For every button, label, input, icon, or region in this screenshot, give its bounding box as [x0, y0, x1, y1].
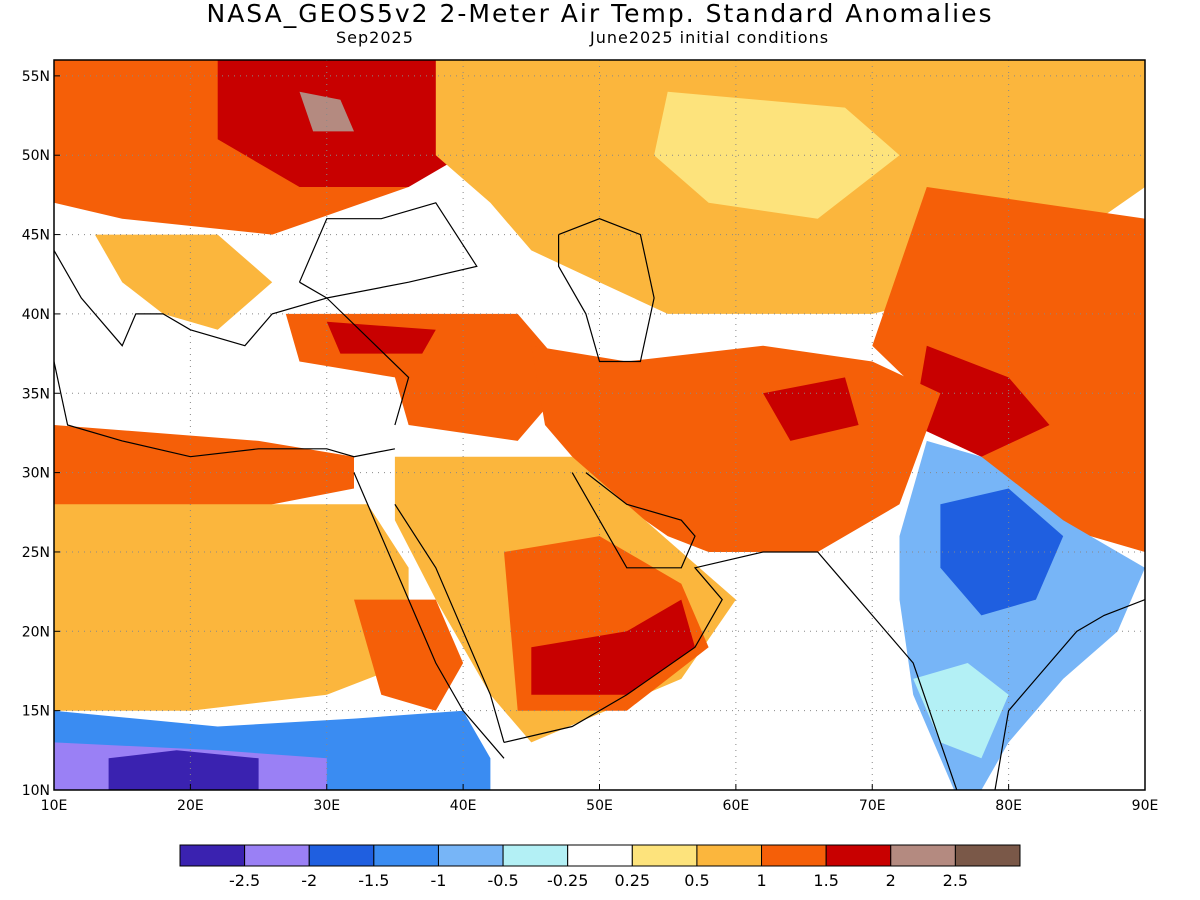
colorbar-swatch: [631, 844, 698, 867]
anomaly-field: [54, 60, 1145, 790]
region-eastern-europe-core: [217, 60, 491, 187]
colorbar-label: 1.5: [813, 871, 838, 890]
region-sahel-core: [108, 750, 259, 790]
region-sudan-east: [354, 599, 464, 711]
colorbar-label: 2: [886, 871, 896, 890]
colorbar-swatch: [567, 844, 633, 867]
coastline-black-sea: [298, 202, 478, 299]
colorbar-swatch: [696, 844, 763, 867]
colorbar: -2.5 -2 -1.5 -1 -0.5 -0.25 0.25 0.5 1 1.5 2 2.5: [179, 844, 1021, 890]
region-himalaya-core: [913, 345, 1050, 457]
coastline-india-east: [994, 599, 1145, 790]
colorbar-swatch: [954, 844, 1021, 867]
region-kazakh-pale: [654, 91, 900, 219]
coastline-red-sea-west: [353, 472, 505, 759]
region-eastern-europe-peak: [299, 91, 354, 132]
colorbar-swatch: [244, 844, 310, 867]
region-balkans: [94, 234, 273, 330]
region-sahara: [54, 504, 409, 711]
colorbar-swatch: [825, 844, 892, 867]
lon-tick-label: 90E: [1132, 798, 1159, 814]
colorbar-label: 1: [756, 871, 766, 890]
coastline-red-sea-east: [394, 503, 505, 743]
colorbar-label: -0.25: [547, 871, 588, 890]
coastline-arabian-sea-coast: [503, 551, 958, 790]
colorbar-label: -1: [430, 871, 446, 890]
lat-tick-label: 10N: [22, 783, 50, 799]
colorbar-label: 0.25: [614, 871, 650, 890]
lon-tick-label: 80E: [995, 798, 1022, 814]
lon-tick-label: 20E: [177, 798, 204, 814]
lat-tick-label: 15N: [22, 704, 50, 720]
lat-tick-label: 25N: [22, 545, 50, 561]
region-yemen-oman-core: [531, 599, 695, 695]
lon-tick-label: 70E: [859, 798, 886, 814]
colorbar-label: 2.5: [943, 871, 968, 890]
coastline-caspian: [557, 218, 655, 363]
lat-tick-label: 40N: [22, 307, 50, 323]
colorbar-swatch: [179, 844, 246, 867]
colorbar-swatch: [308, 844, 375, 867]
colorbar-swatch: [437, 844, 504, 867]
colorbar-swatch: [890, 844, 956, 867]
colorbar-label: -2.5: [229, 871, 260, 890]
lon-tick-label: 50E: [586, 798, 613, 814]
colorbar-label: 0.5: [684, 871, 709, 890]
colorbar-label: -2: [301, 871, 317, 890]
initial-conditions: June2025 initial conditions: [590, 28, 830, 47]
lon-tick-label: 60E: [723, 798, 750, 814]
colorbar-swatch: [502, 844, 569, 867]
lat-tick-label: 35N: [22, 386, 50, 402]
lon-tick-label: 30E: [313, 798, 340, 814]
coastline-mediterranean-south: [54, 361, 396, 458]
coastline-persian-gulf: [571, 472, 696, 569]
coastline-mediterranean-north: [54, 250, 410, 426]
colorbar-label: -1.5: [358, 871, 389, 890]
colorbar-swatch: [373, 844, 439, 867]
coastlines: [54, 202, 1145, 790]
forecast-month: Sep2025: [336, 28, 414, 47]
lat-tick-label: 45N: [22, 228, 50, 244]
lat-tick-label: 20N: [22, 624, 50, 640]
lat-tick-label: 55N: [22, 69, 50, 85]
lon-tick-label: 40E: [450, 798, 477, 814]
region-turkey-core: [326, 321, 436, 354]
axis-labels: 10E 20E 30E 40E 50E 60E 70E 80E 90E 10N 15N 20N 25N 3…: [22, 69, 1159, 814]
lon-tick-label: 10E: [41, 798, 68, 814]
lat-tick-label: 30N: [22, 466, 50, 482]
colorbar-swatch: [761, 844, 827, 867]
colorbar-label: -0.5: [487, 871, 518, 890]
region-central-asia-east: [872, 187, 1145, 552]
region-india-core: [940, 488, 1064, 616]
chart-title: NASA_GEOS5v2 2-Meter Air Temp. Standard …: [206, 0, 994, 28]
lat-tick-label: 50N: [22, 148, 50, 164]
